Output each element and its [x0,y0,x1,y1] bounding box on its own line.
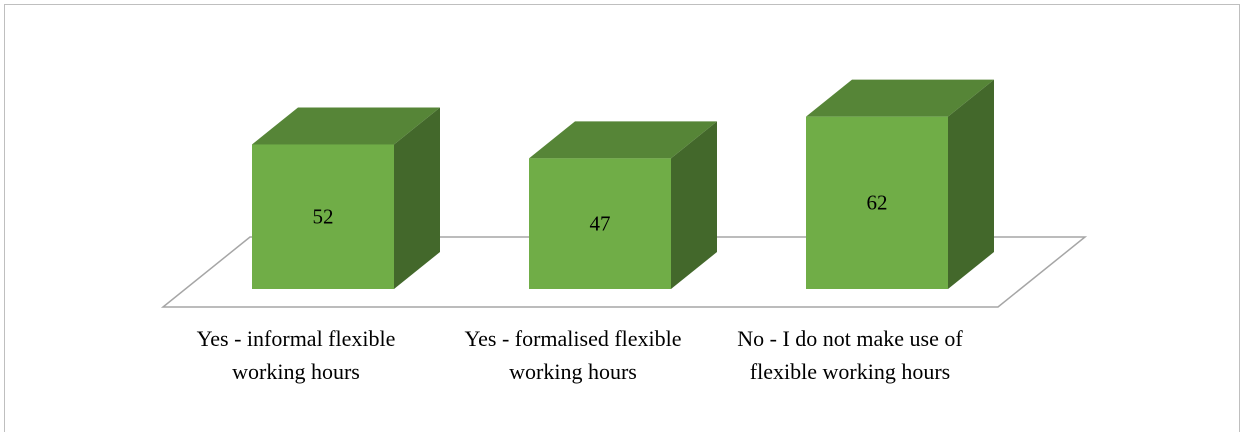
x-tick-label: Yes - informal flexible working hours [196,326,396,384]
chart-frame [4,4,1240,432]
bar [529,158,671,289]
bar-top [252,107,440,145]
data-label: 62 [867,191,888,215]
bar-top [806,79,994,117]
bar-side [394,107,440,289]
bar-top [529,121,717,159]
bar [252,144,394,289]
data-label: 47 [590,211,611,235]
data-label: 52 [313,205,334,229]
bar-side [948,79,994,289]
bar [806,116,948,289]
bar-side [671,121,717,289]
x-tick-label: No - I do not make use of flexible worki… [737,326,963,384]
x-tick-label: Yes - formalised flexible working hours [464,326,682,384]
